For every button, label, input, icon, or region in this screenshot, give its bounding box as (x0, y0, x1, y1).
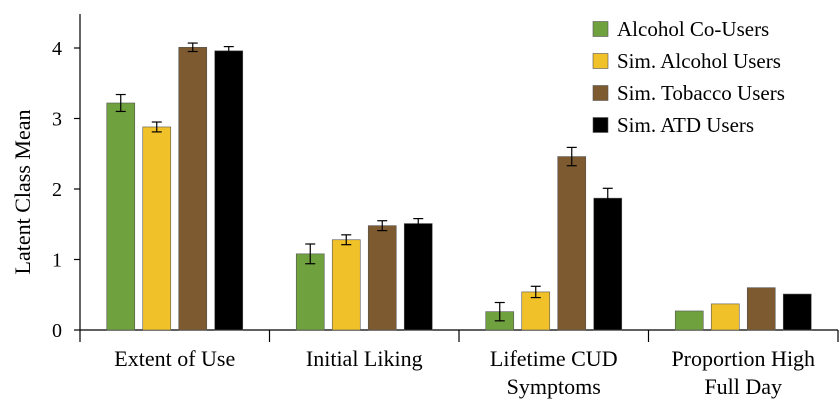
y-axis-title: Latent Class Mean (10, 110, 35, 275)
legend-swatch (592, 85, 609, 101)
legend-swatch (592, 117, 609, 133)
bars (106, 46, 812, 331)
x-tick-label: Symptoms (507, 374, 601, 399)
y-tick-label: 3 (52, 109, 62, 131)
legend: Alcohol Co-Users Sim. Alcohol Users Sim. T… (592, 17, 785, 137)
bar (142, 126, 172, 331)
legend-swatch (592, 21, 609, 37)
bar (367, 225, 397, 331)
x-tick-label: Initial Liking (306, 346, 423, 371)
x-tick-label: Extent of Use (114, 346, 235, 371)
x-tick-label: Proportion High (671, 346, 815, 371)
y-tick-label: 4 (52, 38, 62, 60)
bar (557, 156, 587, 331)
y-tick-label: 1 (52, 250, 62, 272)
bar (403, 223, 433, 331)
bar (521, 291, 551, 331)
bar (106, 102, 136, 331)
bar (746, 287, 776, 331)
legend-swatch (592, 53, 609, 69)
bar (331, 239, 361, 331)
x-tick-label: Lifetime CUD (490, 346, 618, 371)
legend-label: Sim. Alcohol Users (617, 49, 781, 73)
y-tick-label: 0 (52, 320, 62, 342)
bar (710, 303, 740, 331)
y-tick-label: 2 (52, 179, 62, 201)
legend-label: Alcohol Co-Users (617, 17, 769, 41)
bar (782, 293, 812, 331)
bar (178, 46, 208, 331)
error-bars (115, 42, 613, 322)
x-tick-label: Full Day (704, 374, 782, 399)
bar (674, 310, 704, 331)
bar (295, 253, 325, 331)
legend-label: Sim. ATD Users (617, 113, 754, 137)
legend-label: Sim. Tobacco Users (617, 81, 785, 105)
bar (214, 50, 244, 331)
axis-labels: 0 1 2 3 4 Latent Class Mean Extent of Use Initi… (10, 38, 815, 399)
bar (593, 197, 623, 331)
